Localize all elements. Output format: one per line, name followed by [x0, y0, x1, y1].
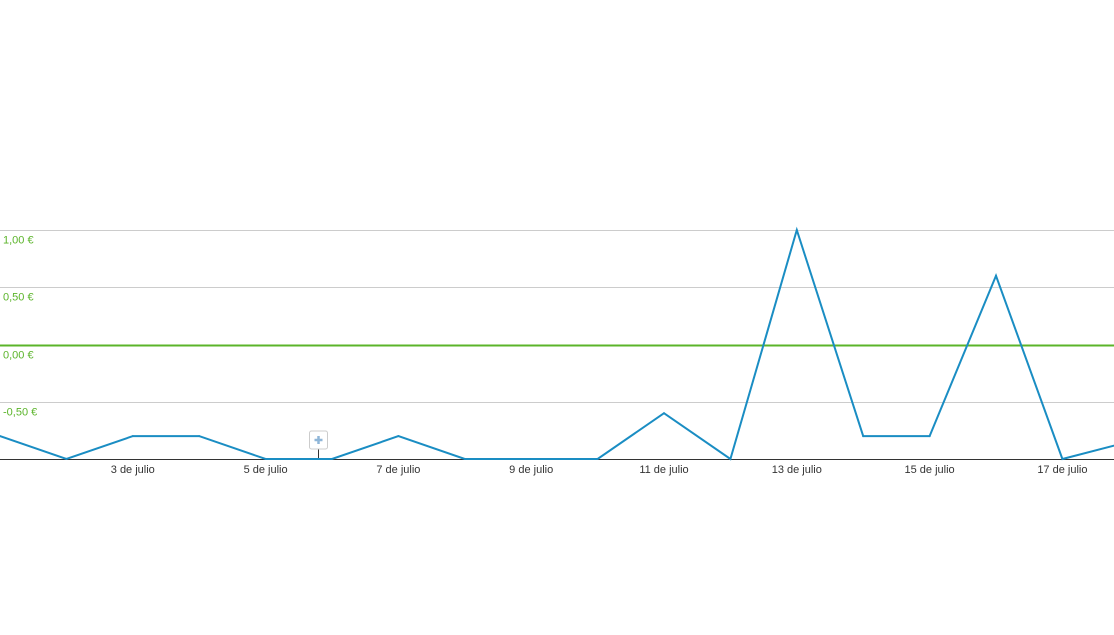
gridlines	[0, 230, 1114, 403]
series-line	[0, 226, 1114, 461]
y-axis-tick-labels: 1,00 € 0,50 € 0,00 € -0,50 €	[3, 235, 37, 419]
data-point[interactable]	[331, 458, 333, 460]
data-point[interactable]	[928, 435, 931, 438]
x-tick-label: 15 de julio	[905, 464, 955, 476]
x-tick-label: 7 de julio	[376, 464, 420, 476]
series-lines	[0, 226, 1114, 461]
x-tick-label: 9 de julio	[509, 464, 553, 476]
x-tick-label: 5 de julio	[244, 464, 288, 476]
y-tick-label: 1,00 €	[3, 235, 34, 247]
data-point[interactable]	[995, 274, 997, 277]
y-tick-label: 0,00 €	[3, 350, 34, 362]
data-point[interactable]	[596, 458, 599, 460]
annotation-marker[interactable]	[309, 430, 328, 459]
data-point[interactable]	[463, 458, 466, 460]
data-point[interactable]	[1061, 458, 1064, 460]
data-point[interactable]	[264, 458, 267, 460]
y-tick-label: 0,50 €	[3, 292, 34, 304]
x-tick-label: 11 de julio	[639, 464, 688, 476]
x-axis-tick-labels: 3 de julio 5 de julio 7 de julio 9 de julio…	[111, 464, 1088, 476]
x-tick-label: 17 de julio	[1037, 464, 1087, 476]
data-point[interactable]	[530, 458, 533, 460]
data-point[interactable]	[663, 412, 665, 415]
y-tick-label: -0,50 €	[3, 407, 37, 419]
data-point[interactable]	[795, 229, 798, 231]
data-point[interactable]	[0, 435, 1, 438]
x-tick-label: 13 de julio	[772, 464, 822, 476]
data-point[interactable]	[65, 458, 68, 460]
data-point[interactable]	[729, 458, 732, 460]
data-point[interactable]	[397, 435, 400, 438]
data-point[interactable]	[131, 435, 134, 438]
plus-icon	[314, 436, 323, 444]
data-point[interactable]	[862, 435, 865, 438]
x-tick-label: 3 de julio	[111, 464, 155, 476]
data-point[interactable]	[198, 435, 201, 438]
